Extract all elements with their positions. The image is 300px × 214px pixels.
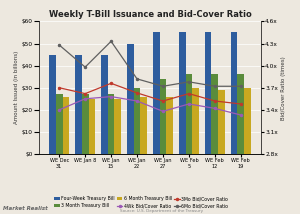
4Wk Bid/Cover Ratio bbox=[135, 100, 139, 102]
6Mo Bid/Cover Ratio bbox=[239, 85, 243, 88]
3Mo Bid/Cover Ratio bbox=[109, 82, 113, 85]
3Mo Bid/Cover Ratio bbox=[239, 103, 243, 105]
Line: 4Wk Bid/Cover Ratio: 4Wk Bid/Cover Ratio bbox=[58, 95, 242, 116]
Bar bbox=[160, 79, 166, 154]
Bar bbox=[127, 43, 134, 154]
4Wk Bid/Cover Ratio bbox=[83, 98, 87, 100]
3Mo Bid/Cover Ratio bbox=[135, 92, 139, 94]
Title: Weekly T-Bill Issuance and Bid-Cover Ratio: Weekly T-Bill Issuance and Bid-Cover Rat… bbox=[49, 10, 251, 19]
Bar bbox=[82, 94, 88, 154]
Line: 3Mo Bid/Cover Ratio: 3Mo Bid/Cover Ratio bbox=[58, 82, 242, 105]
Bar bbox=[231, 33, 237, 154]
4Wk Bid/Cover Ratio bbox=[239, 114, 243, 116]
Bar bbox=[101, 55, 108, 154]
Text: Market Realist: Market Realist bbox=[3, 206, 48, 211]
4Wk Bid/Cover Ratio bbox=[213, 107, 217, 110]
3Mo Bid/Cover Ratio bbox=[57, 86, 61, 89]
3Mo Bid/Cover Ratio bbox=[83, 92, 87, 95]
Y-axis label: Bid/Cover Ratio (times): Bid/Cover Ratio (times) bbox=[281, 56, 286, 120]
4Wk Bid/Cover Ratio bbox=[187, 103, 191, 105]
Text: Source: U.S. Department of the Treasury: Source: U.S. Department of the Treasury bbox=[120, 209, 203, 213]
Bar bbox=[179, 33, 185, 154]
Bar bbox=[218, 90, 225, 154]
Bar bbox=[56, 94, 63, 154]
6Mo Bid/Cover Ratio bbox=[109, 40, 113, 43]
Bar bbox=[237, 74, 244, 154]
3Mo Bid/Cover Ratio bbox=[187, 92, 191, 95]
Bar bbox=[244, 88, 251, 154]
Bar bbox=[75, 55, 82, 154]
Bar bbox=[140, 97, 147, 154]
6Mo Bid/Cover Ratio bbox=[213, 85, 217, 88]
Bar bbox=[205, 33, 212, 154]
Bar bbox=[192, 88, 199, 154]
Bar bbox=[153, 33, 160, 154]
Bar bbox=[49, 55, 56, 154]
Bar bbox=[88, 99, 95, 154]
4Wk Bid/Cover Ratio bbox=[109, 95, 113, 98]
Bar bbox=[115, 99, 121, 154]
Bar bbox=[63, 97, 69, 154]
4Wk Bid/Cover Ratio bbox=[57, 108, 61, 111]
6Mo Bid/Cover Ratio bbox=[135, 78, 139, 80]
6Mo Bid/Cover Ratio bbox=[57, 44, 61, 46]
Bar bbox=[108, 94, 115, 154]
4Wk Bid/Cover Ratio bbox=[161, 110, 165, 113]
3Mo Bid/Cover Ratio bbox=[161, 100, 165, 102]
3Mo Bid/Cover Ratio bbox=[213, 100, 217, 102]
Bar bbox=[212, 74, 218, 154]
Legend: Four-Week Treasury Bill, 3 Month Treasury Bill, 6 Month Treasury Bill, 4Wk Bid/C: Four-Week Treasury Bill, 3 Month Treasur… bbox=[54, 196, 228, 208]
Line: 6Mo Bid/Cover Ratio: 6Mo Bid/Cover Ratio bbox=[58, 40, 242, 87]
6Mo Bid/Cover Ratio bbox=[83, 66, 87, 68]
6Mo Bid/Cover Ratio bbox=[161, 85, 165, 88]
Y-axis label: Amount Issued (in billions): Amount Issued (in billions) bbox=[14, 51, 19, 124]
6Mo Bid/Cover Ratio bbox=[187, 80, 191, 83]
Bar bbox=[166, 97, 173, 154]
Bar bbox=[185, 74, 192, 154]
Bar bbox=[134, 88, 140, 154]
